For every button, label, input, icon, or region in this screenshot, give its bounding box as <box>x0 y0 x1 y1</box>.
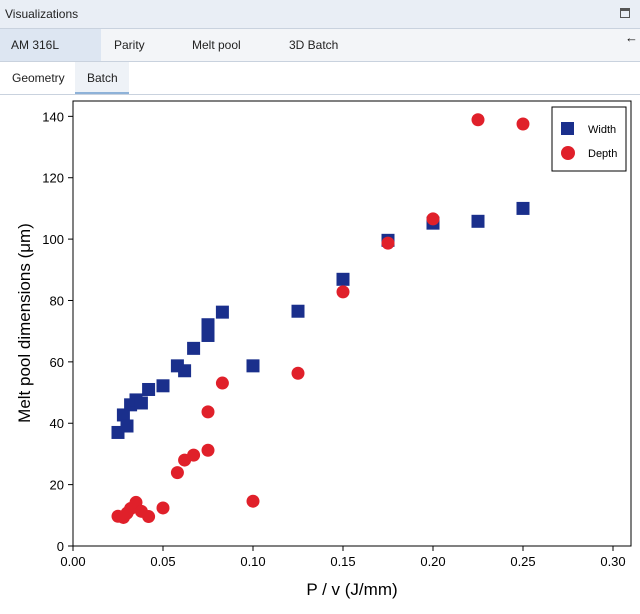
width-point <box>215 305 229 319</box>
x-tick-label: 0.20 <box>420 554 445 569</box>
tab-label: Geometry <box>12 71 65 85</box>
x-axis-label: P / v (J/mm) <box>306 580 397 599</box>
depth-point <box>336 285 350 299</box>
secondary-tab-bar: Geometry Batch <box>0 62 640 95</box>
depth-point <box>381 236 395 250</box>
width-point <box>291 304 305 318</box>
y-axis-label: Melt pool dimensions (μm) <box>15 223 34 423</box>
width-point <box>156 379 170 393</box>
legend-width-marker <box>561 122 574 135</box>
data-points <box>111 113 530 524</box>
arrow-left-icon[interactable]: ← <box>625 30 638 45</box>
depth-point <box>246 494 260 508</box>
y-tick-label: 20 <box>50 478 64 493</box>
legend-box <box>551 106 627 172</box>
width-point <box>116 408 130 422</box>
x-tick-label: 0.15 <box>330 554 355 569</box>
legend-depth-label: Depth <box>588 148 617 160</box>
width-point <box>246 359 260 373</box>
depth-point <box>291 366 305 380</box>
tab-label: 3D Batch <box>289 38 339 52</box>
depth-point <box>215 376 229 390</box>
x-tick-label: 0.30 <box>600 554 625 569</box>
plot-frame <box>72 100 632 547</box>
panel-title: Visualizations <box>5 7 79 21</box>
scatter-chart-area: 0.00 0.05 0.10 0.15 0.20 0.25 0.30 0 20 40 60 80 10… <box>0 95 640 609</box>
tab-3d-batch[interactable]: 3D Batch <box>278 29 350 61</box>
width-point <box>471 214 485 228</box>
tab-geometry[interactable]: Geometry <box>0 62 74 94</box>
restore-window-icon[interactable] <box>620 8 630 18</box>
tab-parity-plot[interactable]: Parity Plot <box>103 29 179 84</box>
y-tick-label: 60 <box>50 355 64 370</box>
width-point <box>120 419 134 433</box>
y-tick-label: 140 <box>42 109 64 124</box>
x-tick-label: 0.00 <box>60 554 85 569</box>
width-point <box>201 318 215 332</box>
melt-pool-scatter-chart: 0.00 0.05 0.10 0.15 0.20 0.25 0.30 0 20 40 60 80 10… <box>15 100 632 599</box>
y-tick-label: 120 <box>42 171 64 186</box>
primary-tab-bar: AM 316L Batch Parity Plot Melt pool size… <box>0 29 640 84</box>
x-tick-label: 0.25 <box>510 554 535 569</box>
depth-point <box>516 117 530 131</box>
depth-point <box>187 448 201 462</box>
legend-width-label: Width <box>588 124 616 136</box>
y-tick-label: 0 <box>57 539 64 554</box>
x-tick-label: 0.10 <box>240 554 265 569</box>
tab-am-316l-batch[interactable]: AM 316L Batch <box>0 29 101 84</box>
width-point <box>134 396 148 410</box>
tab-batch[interactable]: Batch <box>75 62 129 94</box>
depth-point <box>201 443 215 457</box>
tab-label: Batch <box>87 71 118 85</box>
panel-titlebar: Visualizations <box>0 0 640 29</box>
width-point <box>336 272 350 286</box>
tab-melt-pool-size[interactable]: Melt pool size <box>181 29 276 84</box>
depth-point <box>426 212 440 226</box>
width-point <box>201 328 215 342</box>
x-axis-ticks: 0.00 0.05 0.10 0.15 0.20 0.25 0.30 <box>60 546 626 569</box>
width-point <box>187 341 201 355</box>
legend-depth-marker <box>561 146 575 160</box>
width-point <box>516 201 530 215</box>
y-tick-label: 40 <box>50 416 64 431</box>
width-point <box>178 364 192 378</box>
depth-point <box>471 113 485 127</box>
y-tick-label: 80 <box>50 293 64 308</box>
legend: Width Depth <box>551 106 627 172</box>
width-point <box>142 382 156 396</box>
depth-point <box>156 501 170 515</box>
depth-point <box>170 466 184 480</box>
y-axis-ticks: 0 20 40 60 80 100 120 140 <box>42 109 73 554</box>
y-tick-label: 100 <box>42 232 64 247</box>
depth-point <box>201 405 215 419</box>
x-tick-label: 0.05 <box>150 554 175 569</box>
depth-point <box>142 510 156 524</box>
